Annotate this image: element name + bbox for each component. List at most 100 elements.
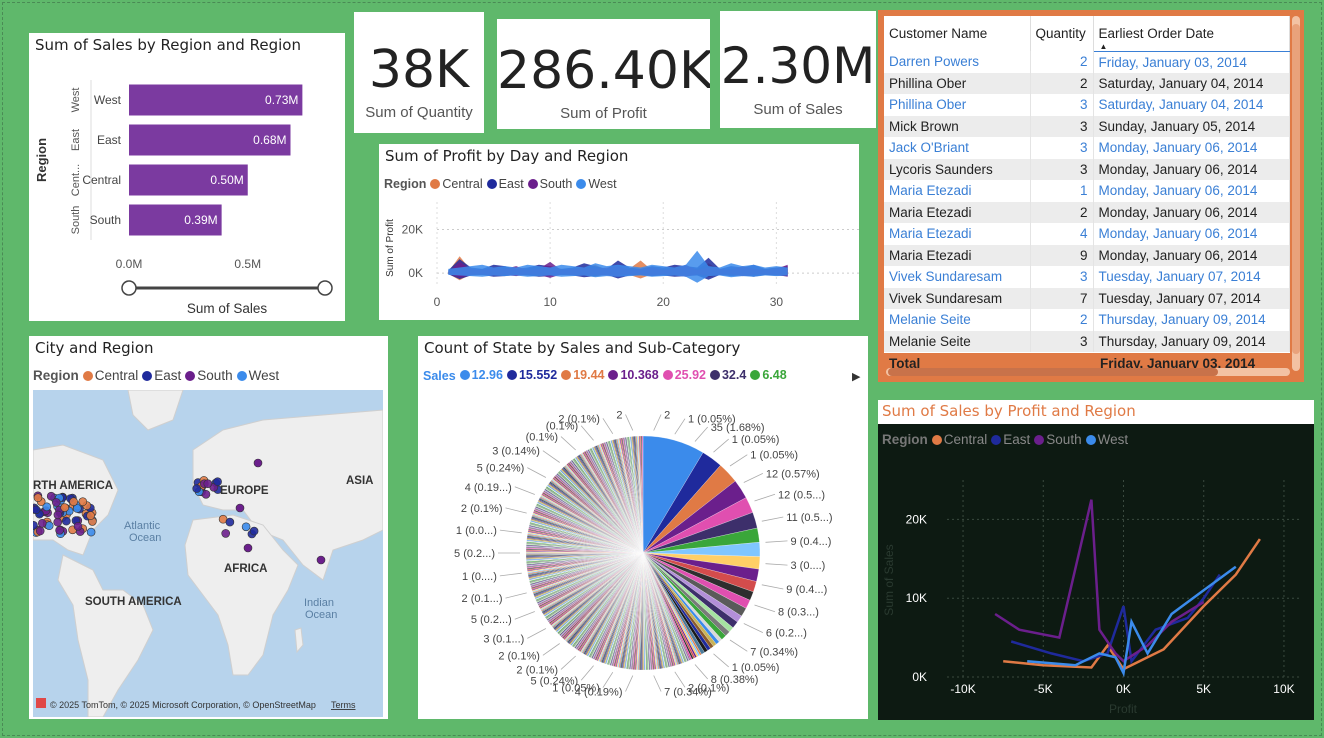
legend-item-east[interactable]: East <box>991 432 1030 447</box>
pie-leader-line <box>694 664 709 680</box>
cell-customer-name: Melanie Seite <box>884 309 1031 331</box>
legend-item-central[interactable]: Central <box>931 432 987 447</box>
range-slider-min-handle[interactable] <box>121 280 137 296</box>
pie-data-label: 5 (0.2...) <box>454 548 495 560</box>
area-y-tick: 20K <box>402 222 423 236</box>
table-row[interactable]: Melanie Seite 2 Thursday, January 09, 2014 <box>884 309 1290 331</box>
table-row[interactable]: Lycoris Saunders 3 Monday, January 06, 201… <box>884 158 1290 180</box>
pie-data-label: 11 (0.5...) <box>786 512 832 524</box>
cell-quantity: 3 <box>1030 330 1094 352</box>
legend-item-west[interactable]: West <box>576 177 617 191</box>
world-map[interactable]: RTH AMERICA EUROPE ASIA AFRICA SOUTH AME… <box>33 390 383 717</box>
kpi-profit-card[interactable]: 286.40K Sum of Profit <box>497 19 710 129</box>
pie-data-label: 1 (0.05%) <box>732 434 780 446</box>
table-row[interactable]: Phillina Ober 2 Saturday, January 04, 2014 <box>884 72 1290 94</box>
cell-earliest-order-date: Monday, January 06, 2014 <box>1093 201 1290 223</box>
orders-table-body[interactable]: Customer Name Quantity Earliest Order Da… <box>884 16 1290 353</box>
microsoft-logo-icon <box>36 698 46 708</box>
bar-east <box>129 124 291 156</box>
column-header-customer-name[interactable]: Customer Name <box>884 16 1031 51</box>
pie-data-label: 2 (0.1...) <box>462 593 503 605</box>
legend-item-central[interactable]: Central <box>82 368 138 383</box>
pie-data-label: 35 (1.68%) <box>711 422 765 434</box>
bar-category-label: South <box>90 213 121 227</box>
legend-item-east[interactable]: East <box>142 368 181 383</box>
table-row[interactable]: Vivek Sundaresam 3 Tuesday, January 07, 20… <box>884 266 1290 288</box>
line-y-tick: 10K <box>906 591 927 605</box>
table-row[interactable]: Phillina Ober 3 Saturday, January 04, 2014 <box>884 94 1290 116</box>
pie-legend-next-arrow[interactable]: ▶ <box>852 371 861 383</box>
pie-data-label: 2 (0.1%) <box>461 503 503 515</box>
profit-by-day-card[interactable]: Sum of Profit by Day and Region Region C… <box>379 144 859 320</box>
column-header-earliest-order-date[interactable]: Earliest Order Date ▲ <box>1093 16 1290 52</box>
legend-item-south[interactable]: South <box>1034 432 1082 447</box>
table-vertical-scrollbar[interactable] <box>1292 16 1300 371</box>
legend-item-south[interactable]: South <box>527 177 572 191</box>
pie-leader-line <box>560 436 576 451</box>
pie-data-label: 1 (0.0...) <box>456 525 497 537</box>
pie-leader-line <box>542 643 560 656</box>
pie-legend-item[interactable]: 19.44 <box>561 368 604 382</box>
table-row[interactable]: Jack O'Briant 3 Monday, January 06, 2014 <box>884 137 1290 159</box>
legend-item-west[interactable]: West <box>1085 432 1128 447</box>
table-row[interactable]: Vivek Sundaresam 7 Tuesday, January 07, 20… <box>884 287 1290 309</box>
column-header-quantity[interactable]: Quantity <box>1030 16 1094 51</box>
sales-by-profit-card[interactable]: Sum of Sales by Profit and Region Region… <box>878 400 1314 720</box>
total-label: Total <box>889 356 921 371</box>
orders-table-card[interactable]: Customer Name Quantity Earliest Order Da… <box>878 10 1304 382</box>
sales-by-region-card[interactable]: Sum of Sales by Region and Region West 0.… <box>29 33 345 321</box>
pie-legend-item[interactable]: 25.92 <box>662 368 706 382</box>
legend-item-west[interactable]: West <box>236 368 279 383</box>
line-series-south <box>994 499 1205 663</box>
legend-item-south[interactable]: South <box>185 368 233 383</box>
cell-quantity: 7 <box>1030 287 1094 309</box>
cell-customer-name: Maria Etezadi <box>884 180 1031 202</box>
map-label-asia: ASIA <box>346 475 373 487</box>
pie-data-label: 8 (0.38%) <box>711 674 759 686</box>
kpi-quantity-label: Sum of Quantity <box>365 104 473 121</box>
cell-customer-name: Phillina Ober <box>884 94 1031 116</box>
table-row[interactable]: Mick Brown 3 Sunday, January 05, 2014 <box>884 115 1290 137</box>
table-horizontal-scrollbar[interactable] <box>886 368 1290 376</box>
cell-customer-name: Vivek Sundaresam <box>884 266 1031 288</box>
bar-x-tick: 0.0M <box>116 257 143 271</box>
line-series-east <box>1010 573 1221 665</box>
line-x-tick: 10K <box>1273 682 1294 696</box>
cell-quantity: 9 <box>1030 244 1094 266</box>
pie-legend-item[interactable]: 12.96 <box>459 368 503 382</box>
table-row[interactable]: Maria Etezadi 4 Monday, January 06, 2014 <box>884 223 1290 245</box>
pie-legend-item[interactable]: 10.368 <box>608 368 659 382</box>
cell-earliest-order-date: Thursday, January 09, 2014 <box>1093 309 1290 331</box>
legend-item-central[interactable]: Central <box>430 177 483 191</box>
state-pie-card[interactable]: Count of State by Sales and Sub-Category… <box>418 336 868 719</box>
map-city-marker <box>53 510 63 520</box>
legend-item-east[interactable]: East <box>486 177 524 191</box>
kpi-sales-card[interactable]: 2.30M Sum of Sales <box>720 11 876 128</box>
city-region-map-card[interactable]: City and Region Region Central East Sout… <box>29 336 388 719</box>
pie-leader-line <box>625 675 634 692</box>
table-row[interactable]: Maria Etezadi 2 Monday, January 06, 2014 <box>884 201 1290 223</box>
kpi-quantity-value: 38K <box>368 40 470 100</box>
table-row[interactable]: Maria Etezadi 9 Monday, January 06, 2014 <box>884 244 1290 266</box>
line-x-axis-title: Profit <box>1109 702 1138 716</box>
range-slider-max-handle[interactable] <box>317 280 333 296</box>
cell-quantity: 3 <box>1030 266 1094 288</box>
table-horizontal-scrollbar-thumb[interactable] <box>888 368 1218 376</box>
pie-legend-item[interactable]: 6.48 <box>750 368 787 382</box>
cell-customer-name: Vivek Sundaresam <box>884 287 1031 309</box>
pie-leader-line <box>580 425 594 441</box>
table-vertical-scrollbar-thumb[interactable] <box>1292 24 1300 354</box>
pie-legend-item[interactable]: 32.4 <box>709 368 746 382</box>
pie-data-label: 9 (0.4...) <box>791 536 832 548</box>
table-row[interactable]: Melanie Seite 3 Thursday, January 09, 2014 <box>884 330 1290 352</box>
kpi-quantity-card[interactable]: 38K Sum of Quantity <box>354 12 484 133</box>
table-row[interactable]: Darren Powers 2 Friday, January 03, 2014 <box>884 51 1290 73</box>
cell-earliest-order-date: Monday, January 06, 2014 <box>1093 244 1290 266</box>
cell-customer-name: Mick Brown <box>884 115 1031 137</box>
table-row[interactable]: Maria Etezadi 1 Monday, January 06, 2014 <box>884 180 1290 202</box>
cell-quantity: 2 <box>1030 51 1094 73</box>
pie-legend-item[interactable]: 15.552 <box>506 368 557 382</box>
map-terms-link: Terms <box>331 700 356 710</box>
area-x-tick: 30 <box>770 295 784 309</box>
line-y-tick: 20K <box>906 512 927 526</box>
